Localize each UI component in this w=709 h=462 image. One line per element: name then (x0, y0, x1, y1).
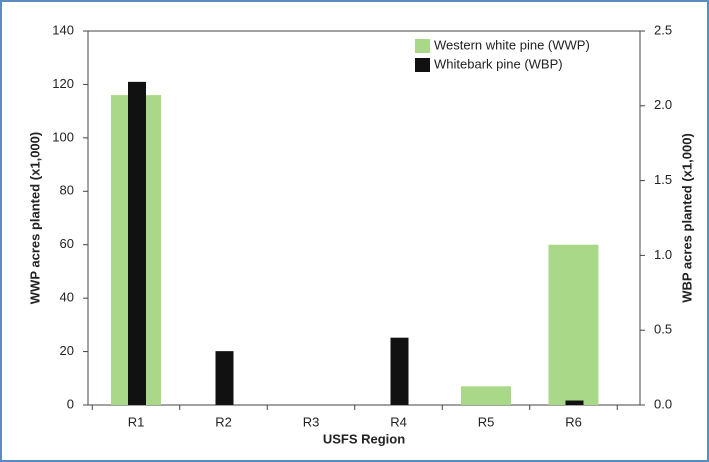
bar (461, 386, 511, 405)
x-tick-label: R4 (390, 414, 407, 429)
y2-tick-label: 0.0 (654, 396, 672, 411)
y-axis-title: WWP acres planted (x1,000) (27, 132, 42, 304)
y2-tick-label: 2.5 (654, 22, 672, 37)
y-tick-label: 140 (52, 22, 74, 37)
x-tick-label: R3 (303, 414, 320, 429)
bar (565, 400, 584, 405)
x-tick-label: R6 (565, 414, 582, 429)
y2-tick-label: 2.0 (654, 97, 672, 112)
bar (215, 351, 234, 405)
bar (128, 81, 146, 405)
y2-tick-label: 1.5 (654, 172, 672, 187)
x-tick-label: R2 (215, 414, 232, 429)
y-tick-label: 120 (52, 76, 74, 91)
y2-tick-label: 0.5 (654, 322, 672, 337)
y-tick-label: 100 (52, 129, 74, 144)
x-axis-title: USFS Region (323, 431, 405, 446)
y-tick-label: 20 (60, 343, 74, 358)
legend-swatch (415, 39, 430, 53)
legend-label: Whitebark pine (WBP) (434, 56, 563, 71)
bar (548, 244, 599, 405)
x-tick-label: R1 (128, 414, 145, 429)
y-tick-label: 40 (60, 290, 74, 305)
y2-tick-label: 1.0 (654, 247, 672, 262)
y-tick-label: 80 (60, 183, 74, 198)
y-tick-label: 60 (60, 236, 74, 251)
y-tick-label: 0 (67, 396, 74, 411)
x-tick-label: R5 (478, 414, 495, 429)
y2-axis-title: WBP acres planted (x1,000) (679, 133, 694, 303)
legend-swatch (415, 58, 430, 72)
legend-label: Western white pine (WWP) (434, 37, 590, 52)
plot-frame (87, 30, 641, 406)
bar (390, 337, 409, 405)
